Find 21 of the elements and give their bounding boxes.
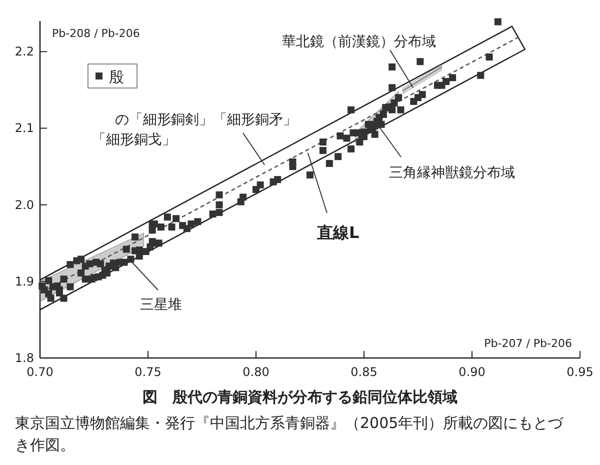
annotation: の「細形銅剣」「細形銅矛」「細形銅戈」 [92,112,297,148]
x-tick-label: 0.80 [242,365,270,379]
legend-label: 殷 [109,68,124,86]
y-tick-label: 2.2 [14,44,34,59]
annotation: 三星堆 [140,297,182,313]
y-tick-label: 1.9 [14,274,34,288]
x-tick-label: 0.70 [26,365,54,379]
annotation: 直線L [316,223,360,242]
x-axis-title: Pb-207 / Pb-206 [484,337,572,350]
y-tick-label: 2.0 [14,198,34,212]
x-tick-label: 0.75 [134,365,162,379]
x-tick-label: 0.90 [458,365,486,379]
text: 東京国立博物館編集・発行『中国北方系青銅器』（2005年刊）所載の図にもとづき作図。 [15,414,564,454]
x-tick-label: 0.95 [566,365,594,379]
y-tick-label: 2.1 [14,121,34,136]
x-tick-label: 0.85 [350,365,378,379]
annotation: 華北鏡（前漢鏡）分布域 [282,34,436,50]
y-tick-label: 1.8 [14,351,34,365]
annotation: 三角縁神獣鏡分布域 [389,165,515,181]
text: 図 殷代の青銅資料が分布する鉛同位体比領域 [142,388,458,406]
y-axis-title: Pb-208 / Pb-206 [52,27,140,40]
